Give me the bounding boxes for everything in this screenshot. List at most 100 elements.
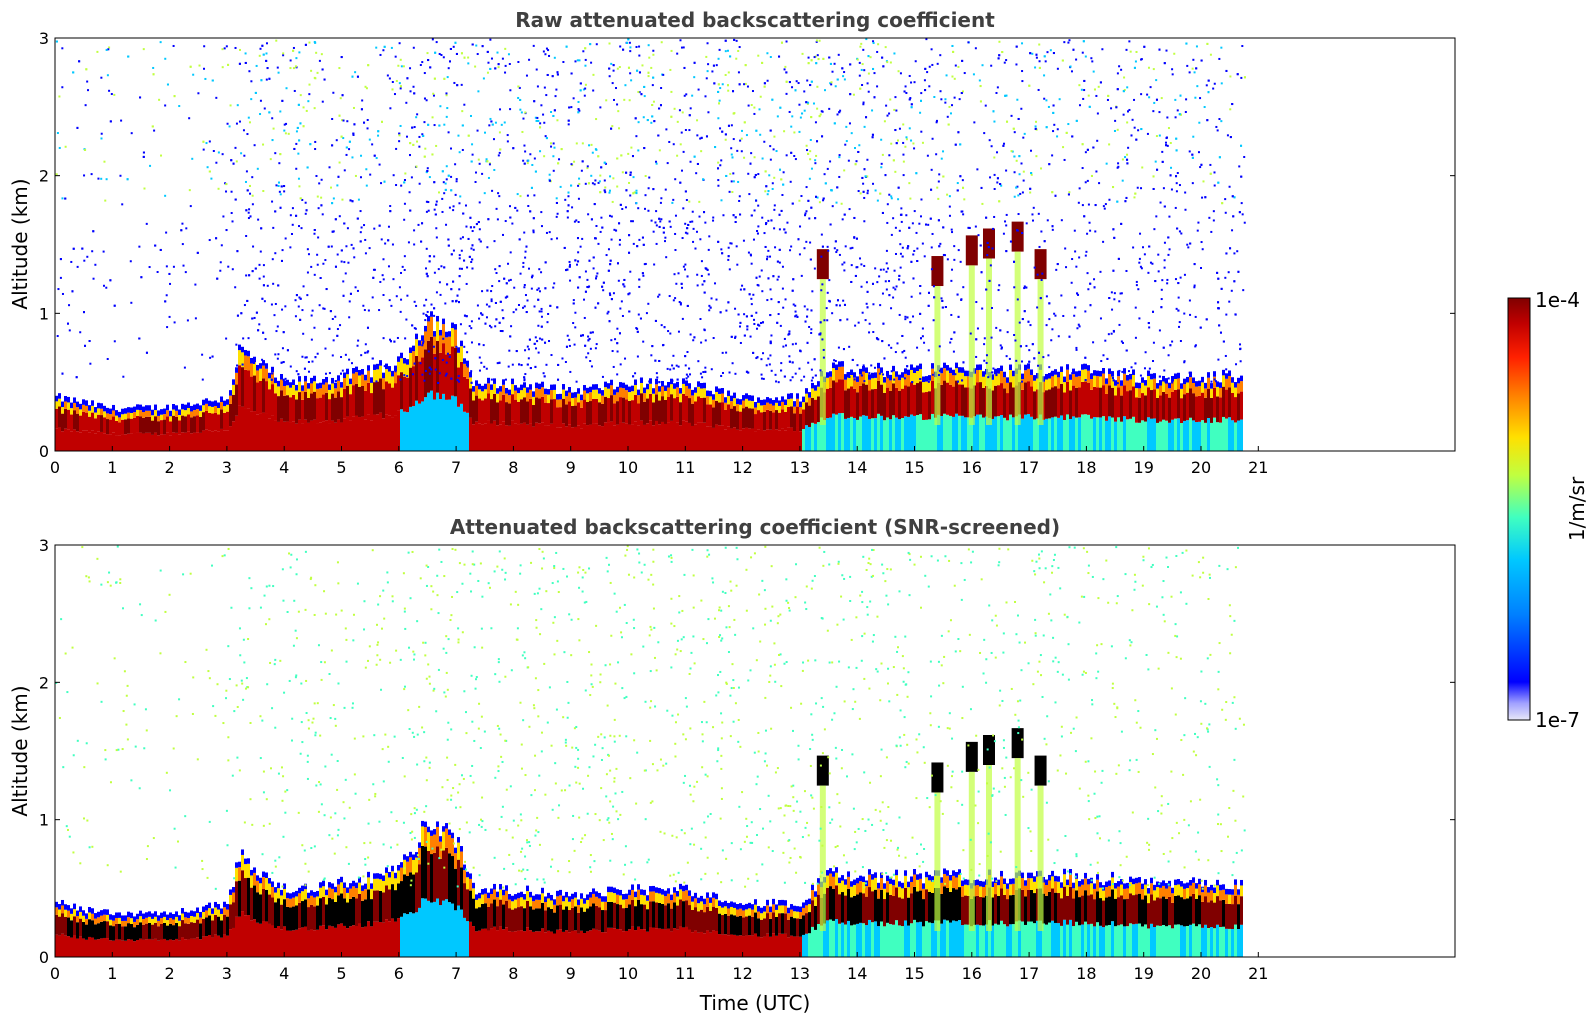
noise-cell xyxy=(969,332,972,335)
heat-cell xyxy=(325,382,328,393)
heat-cell xyxy=(328,399,331,424)
heat-cell xyxy=(70,431,73,451)
heat-cell xyxy=(466,360,469,367)
noise-cell xyxy=(1231,229,1234,232)
heat-cell xyxy=(826,388,829,419)
noise-cell xyxy=(576,263,579,266)
noise-cell xyxy=(262,264,265,267)
noise-cell xyxy=(608,191,611,194)
heat-cell xyxy=(250,411,253,451)
noise-cell xyxy=(581,142,584,145)
noise-cell xyxy=(660,87,663,90)
noise-cell xyxy=(461,236,464,239)
noise-cell xyxy=(394,55,397,58)
noise-cell xyxy=(1166,116,1169,119)
heat-cell xyxy=(1075,417,1078,451)
noise-cell xyxy=(181,222,184,225)
noise-cell xyxy=(185,227,188,230)
heat-cell xyxy=(1111,371,1114,377)
noise-cell xyxy=(471,153,474,156)
noise-cell xyxy=(645,312,648,315)
noise-cell xyxy=(497,192,500,195)
heat-cell xyxy=(481,424,484,451)
noise-cell xyxy=(534,336,537,339)
noise-cell xyxy=(228,125,231,128)
noise-cell xyxy=(819,369,822,372)
noise-cell xyxy=(307,370,310,373)
heat-cell xyxy=(1240,375,1243,382)
noise-cell xyxy=(526,345,529,348)
noise-cell xyxy=(1086,179,1089,182)
heat-cell xyxy=(244,408,247,451)
heat-cell xyxy=(265,363,268,369)
noise-cell xyxy=(699,317,702,320)
noise-cell xyxy=(192,73,195,76)
heat-cell xyxy=(232,384,235,395)
noise-cell xyxy=(1021,70,1024,73)
noise-cell xyxy=(403,255,406,258)
heat-cell xyxy=(409,406,412,451)
noise-cell xyxy=(957,249,960,252)
heat-cell xyxy=(316,423,319,451)
noise-cell xyxy=(1126,121,1129,124)
noise-cell xyxy=(830,81,833,84)
heat-cell xyxy=(643,424,646,451)
heat-cell xyxy=(754,407,757,415)
noise-cell xyxy=(597,242,600,245)
heat-cell xyxy=(1225,418,1228,451)
heat-cell xyxy=(625,399,628,424)
heat-cell xyxy=(829,387,832,418)
noise-cell xyxy=(1050,372,1053,375)
noise-cell xyxy=(1171,340,1174,343)
noise-cell xyxy=(587,352,590,355)
noise-cell xyxy=(616,327,619,330)
noise-cell xyxy=(997,289,1000,292)
heat-cell xyxy=(142,406,145,413)
heat-cell xyxy=(520,384,523,391)
noise-cell xyxy=(203,67,206,70)
noise-cell xyxy=(928,65,931,68)
heat-cell xyxy=(1075,376,1078,388)
heat-cell xyxy=(445,337,448,355)
noise-cell xyxy=(890,307,893,310)
noise-cell xyxy=(750,152,753,155)
noise-cell xyxy=(894,351,897,354)
heat-cell xyxy=(787,399,790,407)
heat-cell xyxy=(1159,385,1162,396)
noise-cell xyxy=(831,70,834,73)
noise-cell xyxy=(1160,298,1163,301)
noise-cell xyxy=(739,341,742,344)
heat-cell xyxy=(343,377,346,389)
noise-cell xyxy=(727,258,730,261)
noise-cell xyxy=(244,52,247,55)
noise-cell xyxy=(770,369,773,372)
heat-cell xyxy=(808,405,811,427)
noise-cell xyxy=(270,303,273,306)
heat-cell xyxy=(901,372,904,378)
heat-cell xyxy=(490,399,493,424)
noise-cell xyxy=(638,285,641,288)
heat-cell xyxy=(973,416,976,451)
noise-cell xyxy=(926,71,929,74)
noise-cell xyxy=(298,225,301,228)
noise-cell xyxy=(756,283,759,286)
noise-cell xyxy=(304,201,307,204)
noise-cell xyxy=(523,286,526,289)
heat-cell xyxy=(85,400,88,406)
heat-cell xyxy=(139,432,142,451)
noise-cell xyxy=(432,345,435,348)
noise-cell xyxy=(910,139,913,142)
noise-cell xyxy=(974,47,977,50)
noise-cell xyxy=(1185,42,1188,45)
noise-cell xyxy=(577,251,580,254)
noise-cell xyxy=(271,117,274,120)
noise-cell xyxy=(540,310,543,313)
noise-cell xyxy=(927,291,930,294)
noise-cell xyxy=(366,127,369,130)
noise-cell xyxy=(676,52,679,55)
noise-cell xyxy=(788,330,791,333)
heat-cell xyxy=(1129,379,1132,391)
noise-cell xyxy=(444,374,447,377)
noise-cell xyxy=(459,195,462,198)
noise-cell xyxy=(920,92,923,95)
